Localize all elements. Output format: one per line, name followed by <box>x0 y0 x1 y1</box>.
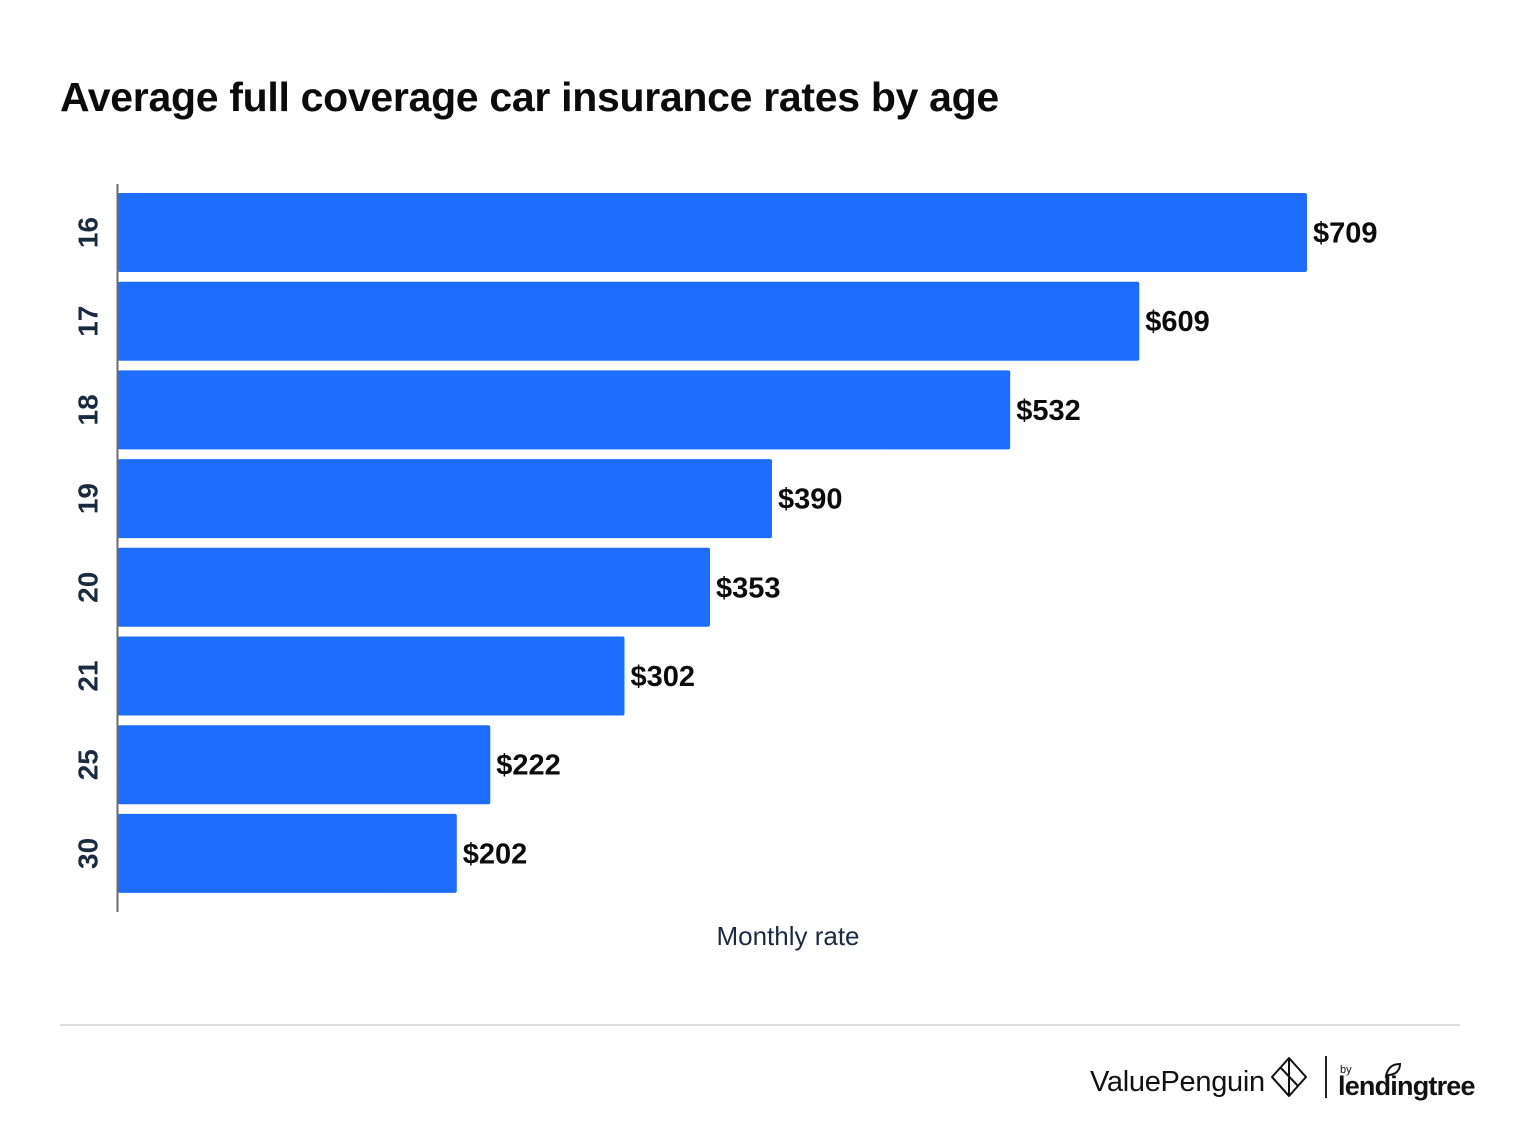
value-label-age-16: $709 <box>1313 218 1378 250</box>
y-tick-label-20: 20 <box>73 572 104 603</box>
valuepenguin-logo-icon <box>1271 1057 1307 1097</box>
y-tick-label-18: 18 <box>73 394 104 425</box>
y-tick-label-25: 25 <box>73 749 104 780</box>
tick-labels-layer: 16 17 18 19 20 21 25 30 <box>73 217 104 869</box>
bar-age-17 <box>118 281 1140 361</box>
y-tick-label-19: 19 <box>73 483 104 514</box>
brand-by-text: by <box>1340 1064 1352 1076</box>
footer-divider <box>60 1024 1460 1026</box>
bar-age-16 <box>118 193 1307 272</box>
value-label-age-19: $390 <box>778 484 843 516</box>
bar-age-18 <box>118 370 1011 450</box>
y-tick-label-17: 17 <box>73 306 104 337</box>
value-labels-layer: $709 $609 $532 $390 $353 $302 $222 $202 <box>463 218 1378 871</box>
y-tick-label-16: 16 <box>73 217 104 248</box>
bar-age-19 <box>118 459 772 539</box>
value-label-age-25: $222 <box>496 750 561 782</box>
y-tick-label-30: 30 <box>73 838 104 869</box>
brand-divider <box>1325 1056 1327 1098</box>
valuepenguin-wordmark: ValuePenguin <box>1090 1066 1265 1098</box>
value-label-age-17: $609 <box>1145 306 1210 338</box>
bar-age-20 <box>118 547 710 627</box>
value-label-age-21: $302 <box>631 661 696 693</box>
x-axis-label: Monthly rate <box>716 921 860 951</box>
bars-layer <box>118 193 1307 893</box>
value-label-age-30: $202 <box>463 838 528 870</box>
value-label-age-20: $353 <box>716 572 781 604</box>
y-tick-label-21: 21 <box>73 660 104 691</box>
chart-title: Average full coverage car insurance rate… <box>60 74 999 120</box>
bar-age-21 <box>118 636 625 716</box>
lendingtree-wordmark: lendingtree <box>1338 1071 1476 1101</box>
value-label-age-18: $532 <box>1016 395 1081 427</box>
bar-age-25 <box>118 725 491 805</box>
leaf-icon <box>1384 1062 1402 1078</box>
bar-age-30 <box>118 813 457 893</box>
